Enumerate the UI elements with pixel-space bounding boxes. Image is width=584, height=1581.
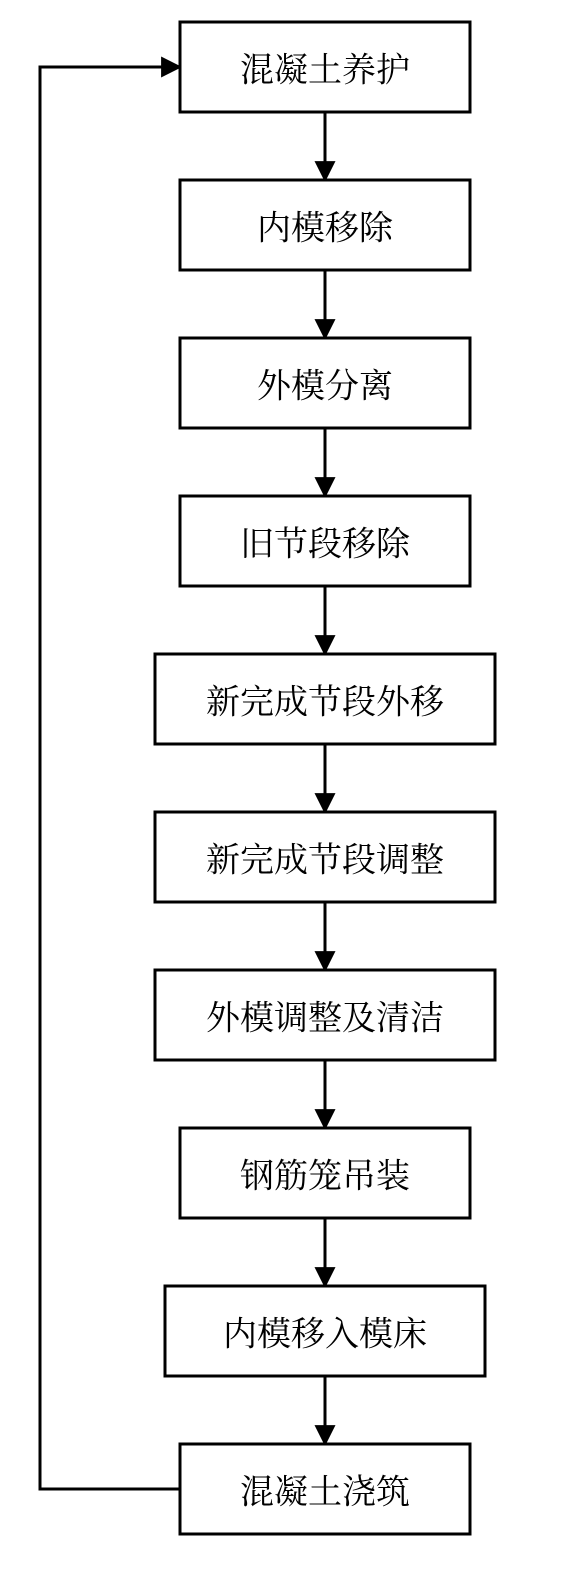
flow-node: 钢筋笼吊装 bbox=[180, 1128, 470, 1218]
flow-node: 旧节段移除 bbox=[180, 496, 470, 586]
flow-node: 内模移除 bbox=[180, 180, 470, 270]
flow-edge-loopback bbox=[40, 67, 180, 1489]
flow-node: 外模分离 bbox=[180, 338, 470, 428]
flow-node-label: 钢筋笼吊装 bbox=[240, 1149, 410, 1198]
flow-node: 新完成节段调整 bbox=[155, 812, 495, 902]
flow-node-label: 外模调整及清洁 bbox=[206, 991, 444, 1040]
flow-node: 新完成节段外移 bbox=[155, 654, 495, 744]
flow-node: 内模移入模床 bbox=[165, 1286, 485, 1376]
flow-node-label: 旧节段移除 bbox=[240, 517, 411, 566]
flow-node-label: 新完成节段调整 bbox=[206, 833, 444, 882]
flow-node-label: 新完成节段外移 bbox=[206, 675, 444, 724]
flow-node-label: 内模移除 bbox=[257, 201, 394, 250]
flow-node: 外模调整及清洁 bbox=[155, 970, 495, 1060]
flow-node: 混凝土浇筑 bbox=[180, 1444, 470, 1534]
flowchart-canvas: 混凝土养护内模移除外模分离旧节段移除新完成节段外移新完成节段调整外模调整及清洁钢… bbox=[0, 0, 584, 1581]
flow-node-label: 内模移入模床 bbox=[223, 1307, 427, 1356]
flow-node-label: 外模分离 bbox=[257, 359, 393, 408]
flow-node-label: 混凝土养护 bbox=[240, 43, 410, 92]
flow-node: 混凝土养护 bbox=[180, 22, 470, 112]
flow-node-label: 混凝土浇筑 bbox=[240, 1465, 410, 1514]
